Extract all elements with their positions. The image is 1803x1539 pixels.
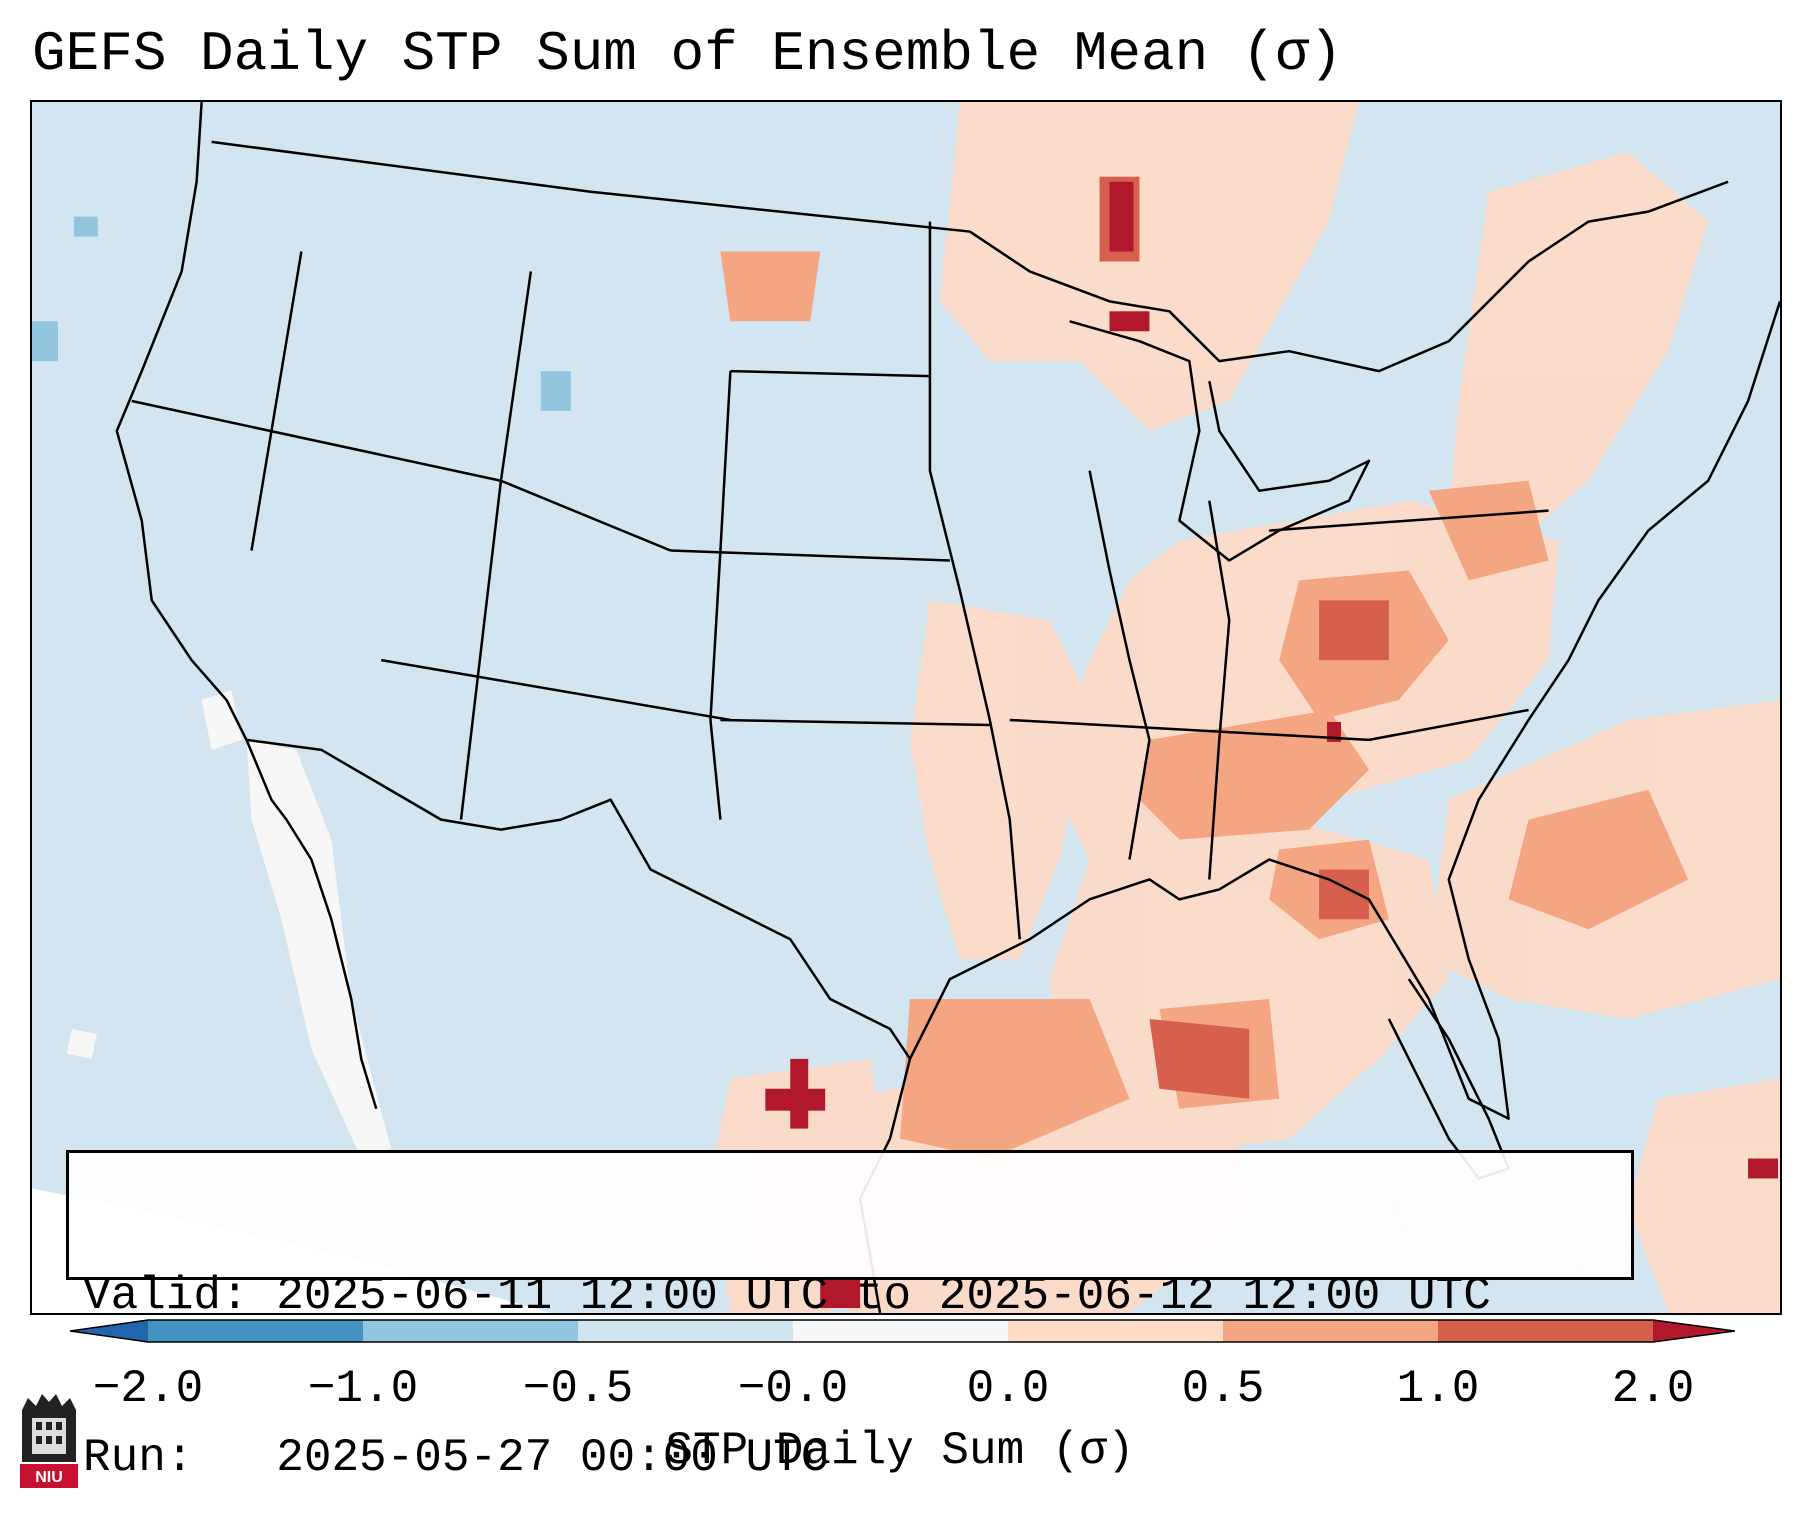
cell-mx-extreme-3 xyxy=(820,1278,861,1309)
state-line-sw-h xyxy=(380,658,731,722)
positive-regions-extreme xyxy=(765,181,1779,1309)
colorbar-bin-5 xyxy=(1008,1320,1223,1342)
region-gulf-medium xyxy=(900,999,1130,1159)
state-line-ks-ok xyxy=(720,718,990,727)
state-line-east-2 xyxy=(1208,500,1231,880)
state-line-plains-1 xyxy=(709,371,732,820)
run-time-text: Run: 2025-05-27 00:00 UTC xyxy=(83,1432,829,1484)
region-caribbean xyxy=(1628,1078,1780,1313)
neutral-region-baja xyxy=(246,739,392,1159)
state-line-east-h xyxy=(1009,708,1529,742)
negative-regions xyxy=(32,216,571,411)
chart-title: GEFS Daily STP Sum of Ensemble Mean (σ) xyxy=(32,22,1343,86)
region-southern-plains xyxy=(909,600,1090,960)
colorbar-outline xyxy=(70,1319,1735,1343)
cell-pac-neg-2 xyxy=(32,321,58,362)
region-pa-medium xyxy=(1428,480,1549,581)
colorbar-tick-label: −1.0 xyxy=(307,1363,419,1415)
state-line-east-1 xyxy=(1088,470,1151,860)
state-line-mountain-2 xyxy=(459,271,533,820)
cell-mx-extreme-2 xyxy=(790,1058,809,1129)
west-coast-line xyxy=(115,102,378,1110)
region-nd-medium xyxy=(720,251,821,322)
positive-regions-light xyxy=(710,102,1780,1313)
niu-logo-icon: NIU xyxy=(20,1394,78,1488)
colorbar-under-arrow xyxy=(70,1320,148,1342)
state-line-ne-ks xyxy=(670,549,950,562)
colorbar-bin-1 xyxy=(148,1320,363,1342)
colorbar-over-arrow xyxy=(1653,1320,1735,1342)
canada-border xyxy=(211,140,1729,373)
state-line-plains-2 xyxy=(928,221,1021,940)
colorbar-bin-4 xyxy=(793,1320,1008,1342)
colorbar-tick-label: 1.0 xyxy=(1396,1363,1480,1415)
region-gulf-high xyxy=(1149,1018,1250,1099)
region-upper-midwest xyxy=(939,102,1359,431)
map-panel xyxy=(30,100,1782,1315)
cell-mi-extreme xyxy=(1109,311,1150,332)
colorbar xyxy=(70,1319,1735,1343)
valid-run-info-box: Valid: 2025-06-11 12:00 UTC to 2025-06-1… xyxy=(66,1150,1634,1484)
colorbar-tick-label: 0.5 xyxy=(1181,1363,1265,1415)
state-line-nd-sd xyxy=(730,369,930,378)
state-line-mountain-1 xyxy=(250,251,303,551)
colorbar-bin-3 xyxy=(578,1320,793,1342)
cell-pac-neg-1 xyxy=(73,216,98,237)
borders xyxy=(115,102,1780,1313)
colorbar-bin-2 xyxy=(363,1320,578,1342)
niu-logo-text: NIU xyxy=(35,1469,63,1486)
colorbar-tick-label: −2.0 xyxy=(92,1363,204,1415)
cell-atl-extreme xyxy=(1748,1158,1779,1179)
region-northeast xyxy=(1448,151,1709,551)
colorbar-tick-label: −0.0 xyxy=(737,1363,849,1415)
cell-mn-extreme xyxy=(1109,181,1134,252)
valid-time-text: Valid: 2025-06-11 12:00 UTC to 2025-06-1… xyxy=(83,1270,1491,1322)
us-mexico-border xyxy=(246,738,912,1313)
colorbar-tick-label: 2.0 xyxy=(1611,1363,1695,1415)
colorbar-tick-label: 0.0 xyxy=(966,1363,1050,1415)
great-lakes-outline xyxy=(1069,320,1371,562)
gulf-coast-line xyxy=(908,300,1780,1120)
region-atlantic-medium xyxy=(1508,789,1689,930)
colorbar-bin-7 xyxy=(1438,1320,1653,1342)
map-canvas xyxy=(32,102,1780,1313)
colorbar-axis-label: STP Daily Sum (σ) xyxy=(665,1425,1135,1477)
cell-id-neg xyxy=(540,371,571,411)
colorbar-tick-label: −0.5 xyxy=(522,1363,634,1415)
state-line-west-h xyxy=(131,399,672,552)
state-line-ne-h xyxy=(1269,509,1549,532)
colorbar-bin-6 xyxy=(1223,1320,1438,1342)
region-tn-medium xyxy=(1139,709,1369,840)
region-ohio-high xyxy=(1319,600,1389,661)
